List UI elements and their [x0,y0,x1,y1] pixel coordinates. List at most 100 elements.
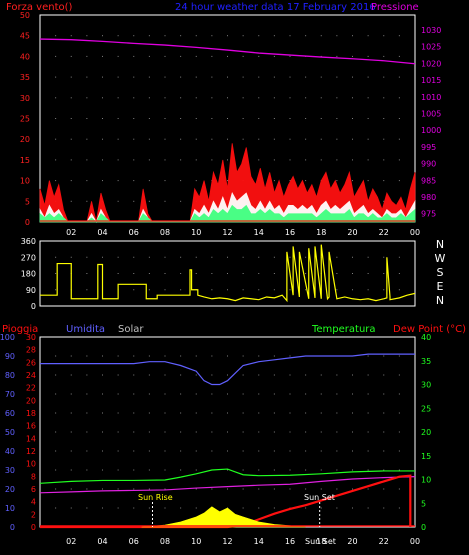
grid-dot [352,55,353,57]
grid-dot [55,374,57,376]
grid-dot [305,431,307,433]
grid-dot [70,507,72,509]
grid-dot [398,488,400,490]
humidity-tick-label: 10 [5,504,15,513]
grid-dot [352,289,353,291]
grid-dot [273,431,275,433]
grid-dot [242,118,244,119]
grid-dot [273,412,275,414]
rain-tick-label: 6 [31,485,36,494]
direction-tick-label: 180 [21,270,36,279]
grid-dot [398,97,400,99]
grid-dot [367,55,369,57]
grid-dot [164,450,166,452]
grid-dot [289,180,291,182]
humidity-tick-label: 40 [5,447,15,456]
sun-set-short-label: Sun Set [305,537,336,546]
grid-dot [336,35,338,37]
grid-dot [55,180,57,182]
grid-dot [242,97,244,99]
x-tick-label: 10 [191,537,201,546]
x-tick-label: 04 [97,228,107,237]
grid-dot [336,507,338,509]
grid-dot [227,469,228,471]
grid-dot [148,450,150,452]
rain-tick-label: 22 [26,384,36,393]
x-tick-label: 18 [316,228,326,237]
grid-dot [102,138,103,140]
x-tick-label: 06 [129,228,139,237]
grid-dot [273,450,275,452]
grid-dot [117,374,119,376]
humidity-tick-label: 60 [5,409,15,418]
grid-dot [211,97,213,99]
grid-dot [289,55,291,57]
direction-tick-label: 360 [21,237,36,246]
grid-dot [164,256,166,258]
grid-dot [398,180,400,182]
grid-dot [148,159,150,161]
grid-dot [367,273,369,274]
grid-dot [352,35,353,37]
grid-dot [320,469,322,471]
grid-dot [242,393,244,395]
grid-dot [320,159,322,161]
grid-dot [305,289,307,291]
wind-tick-label: 45 [20,32,30,41]
grid-dot [211,450,213,452]
grid-dot [398,118,400,119]
grid-dot [211,76,213,78]
grid-dot [398,138,400,140]
grid-dot [117,256,119,258]
grid-dot [117,273,119,274]
direction-tick-label: 0 [31,302,36,311]
dew-point-label: Dew Point (°C) [393,324,466,335]
grid-dot [352,138,353,140]
grid-dot [164,200,166,202]
grid-dot [367,469,369,471]
humidity-tick-label: 50 [5,428,15,437]
grid-dot [305,76,307,78]
grid-dot [86,355,88,357]
grid-dot [86,273,88,274]
grid-dot [86,200,88,202]
grid-dot [227,289,228,291]
grid-dot [227,180,228,182]
grid-dot [258,35,260,37]
grid-dot [102,469,103,471]
x-tick-label: 14 [254,537,264,546]
grid-dot [258,273,260,274]
grid-dot [211,289,213,291]
grid-dot [195,35,197,37]
pressure-tick-label: 980 [421,193,436,202]
temp-tick-label: 10 [421,476,431,485]
grid-dot [180,412,182,414]
grid-dot [164,159,166,161]
grid-dot [195,138,197,140]
grid-dot [398,450,400,452]
grid-dot [102,256,103,258]
wind-gust-area [39,143,416,223]
wind-direction-frame [39,240,416,307]
grid-dot [273,76,275,78]
grid-dot [117,97,119,99]
direction-tick-label: 90 [26,286,36,295]
grid-dot [211,159,213,161]
grid-dot [195,256,197,258]
x-tick-label: 20 [347,228,357,237]
grid-dot [195,469,197,471]
grid-dot [180,118,182,119]
grid-dot [367,256,369,258]
grid-dot [289,374,291,376]
grid-dot [305,507,307,509]
temp-tick-label: 30 [421,381,431,390]
grid-dot [133,55,135,57]
grid-dot [320,393,322,395]
grid-dot [117,118,119,119]
grid-dot [180,431,182,433]
grid-dot [398,374,400,376]
grid-dot [227,97,228,99]
grid-dot [164,180,166,182]
grid-dot [305,488,307,490]
